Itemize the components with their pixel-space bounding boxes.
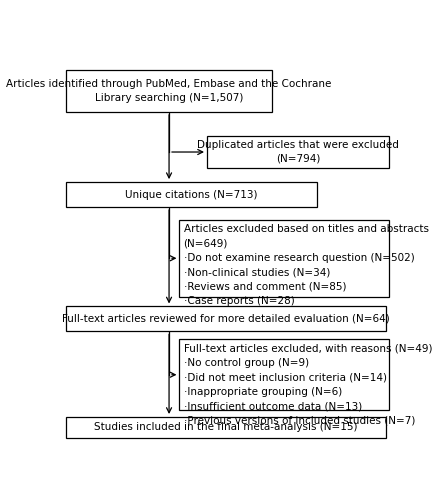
Text: Full-text articles excluded, with reasons (N=49)
·No control group (N=9)
·Did no: Full-text articles excluded, with reason… — [183, 344, 432, 425]
Text: Studies included in the final meta-analysis (N=15): Studies included in the final meta-analy… — [94, 422, 357, 432]
Text: Articles identified through PubMed, Embase and the Cochrane
Library searching (N: Articles identified through PubMed, Emba… — [6, 80, 332, 103]
FancyBboxPatch shape — [66, 182, 317, 207]
Text: Full-text articles reviewed for more detailed evaluation (N=64): Full-text articles reviewed for more det… — [62, 314, 390, 324]
FancyBboxPatch shape — [179, 220, 389, 297]
Text: Duplicated articles that were excluded
(N=794): Duplicated articles that were excluded (… — [197, 140, 399, 164]
FancyBboxPatch shape — [179, 339, 389, 410]
FancyBboxPatch shape — [66, 417, 386, 438]
FancyBboxPatch shape — [66, 306, 386, 332]
Text: Articles excluded based on titles and abstracts
(N=649)
·Do not examine research: Articles excluded based on titles and ab… — [183, 224, 428, 306]
FancyBboxPatch shape — [66, 70, 272, 112]
Text: Unique citations (N=713): Unique citations (N=713) — [125, 190, 258, 200]
FancyBboxPatch shape — [207, 136, 389, 168]
